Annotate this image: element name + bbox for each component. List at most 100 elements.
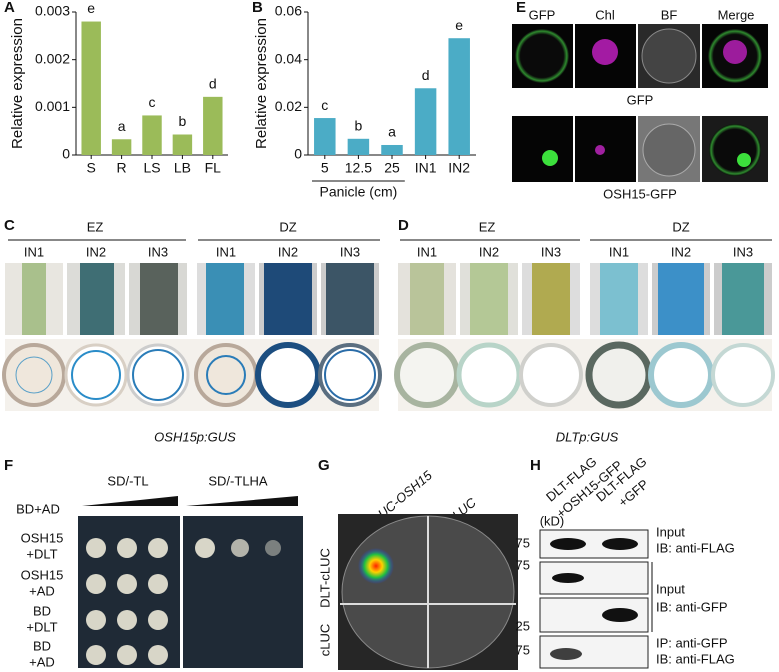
chloroplast [592, 39, 618, 65]
x-tick-label: LS [143, 160, 160, 176]
nucleus [542, 150, 558, 166]
panel-letter: C [4, 217, 15, 234]
dilution-wedge [186, 496, 298, 506]
panel-letter: G [318, 457, 330, 474]
internode-label: IN1 [24, 244, 44, 259]
channel-label: Chl [595, 7, 615, 22]
section [194, 343, 258, 407]
section [64, 343, 128, 407]
bar [172, 134, 193, 155]
row-label: OSH15 [21, 530, 64, 545]
panel-e: GFP Chl BF Merge GFP OSH15-GFP [512, 7, 768, 201]
stem [470, 263, 508, 335]
medium-label: SD/-TL [107, 473, 148, 488]
y-axis-label: Relative expression [253, 18, 270, 149]
bar [81, 21, 101, 156]
internode-label: IN2 [86, 244, 106, 259]
y-tick-label: 0.002 [35, 50, 70, 66]
stem [600, 263, 638, 335]
section [585, 341, 653, 409]
colonies [86, 538, 281, 665]
row-label: OSH15 [21, 567, 64, 582]
internode-label: IN3 [340, 244, 360, 259]
stem [326, 263, 374, 335]
row-label: DLT-cLUC [317, 548, 332, 608]
marker-label: 25 [516, 618, 530, 633]
x-tick-label: 12.5 [345, 160, 372, 176]
panel-letter: A [4, 0, 15, 16]
y-axis-label: Relative expression [9, 18, 26, 149]
blot-label: Input [656, 524, 685, 539]
x-tick-label: R [117, 160, 127, 176]
y-tick-label: 0.001 [35, 98, 70, 114]
stem [140, 263, 178, 335]
stem [206, 263, 244, 335]
internode-label: IN1 [216, 244, 236, 259]
section [255, 342, 321, 408]
y-tick-label: 0.02 [275, 98, 302, 114]
blot-label: IB: anti-GFP [656, 599, 728, 614]
stem [22, 263, 46, 335]
corner-label: BD+AD [16, 501, 60, 516]
x-tick-label: S [87, 160, 96, 176]
y-tick-label: 0 [62, 146, 70, 162]
cell [641, 28, 697, 84]
bar [381, 144, 403, 155]
significance-letter: e [87, 0, 95, 16]
significance-letter: d [422, 67, 430, 83]
section [2, 343, 66, 407]
stem [658, 263, 704, 335]
bar [203, 96, 223, 155]
row-label: +DLT [26, 619, 57, 634]
significance-letter: d [209, 76, 217, 92]
internode-label: IN1 [609, 244, 629, 259]
zone-label: EZ [87, 219, 104, 234]
section [324, 349, 376, 401]
plate [183, 516, 303, 668]
significance-letter: b [179, 113, 187, 129]
row-label: +AD [29, 583, 55, 598]
cell [642, 123, 696, 177]
bar [414, 88, 437, 155]
panel-h: DLT-FLAG +OSH15-GFP DLT-FLAG +GFP (kD) 7… [516, 454, 735, 669]
chloroplast [595, 145, 605, 155]
section [15, 356, 53, 394]
panel-f: BD+AD SD/-TL SD/-TLHA OSH15 +DLT OSH15 +… [16, 473, 303, 669]
row-label: +DLT [26, 546, 57, 561]
cell [709, 124, 761, 176]
internode-label: IN3 [541, 244, 561, 259]
channel-label: GFP [529, 7, 556, 22]
blot-label: IP: anti-GFP [656, 635, 728, 650]
zone-label: DZ [672, 219, 689, 234]
section [394, 342, 460, 408]
bar [314, 118, 336, 155]
row-label: GFP [627, 92, 654, 107]
micrograph [575, 116, 636, 182]
stem [722, 263, 764, 335]
bar [111, 139, 132, 155]
y-tick-label: 0.06 [275, 3, 302, 19]
significance-letter: c [149, 94, 156, 110]
panel-letter: D [398, 217, 409, 234]
cell [515, 29, 569, 83]
significance-letter: a [118, 118, 126, 134]
panel-letter: H [530, 457, 541, 474]
medium-label: SD/-TLHA [208, 473, 268, 488]
internode-label: IN3 [148, 244, 168, 259]
section [132, 349, 184, 401]
marker-label: 75 [516, 557, 530, 572]
row-label: cLUC [317, 624, 332, 657]
internode-label: IN2 [479, 244, 499, 259]
bar [347, 138, 370, 155]
luminescence [358, 548, 394, 584]
y-tick-label: 0.003 [35, 3, 70, 19]
section [126, 343, 190, 407]
bands [550, 538, 638, 660]
caption: DLTp:GUS [556, 429, 619, 444]
stem [264, 263, 312, 335]
dilution-wedge [82, 496, 178, 506]
row-label: OSH15-GFP [603, 186, 677, 201]
section [519, 343, 583, 407]
internode-label: IN2 [278, 244, 298, 259]
marker-label: 75 [516, 535, 530, 550]
